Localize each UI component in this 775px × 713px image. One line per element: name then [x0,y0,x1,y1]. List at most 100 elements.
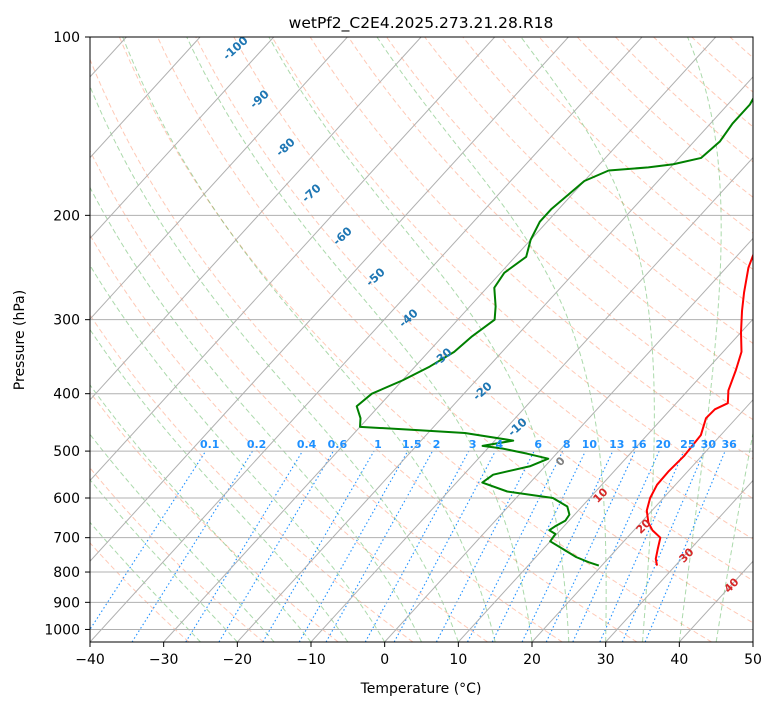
mixing-ratio-line [298,450,409,642]
mixing-ratio-label: 30 [701,438,717,451]
mixing-ratio-line [644,450,726,642]
x-tick-label: −10 [296,652,326,668]
isotherm-line [90,37,496,482]
y-tick-label: 900 [53,595,80,611]
mixing-ratio-label: 10 [582,438,598,451]
moist-adiabat [186,37,533,642]
moist-adiabat [90,186,422,642]
y-tick-label: 400 [53,387,80,403]
y-axis-label: Pressure (hPa) [12,290,28,390]
dry-adiabat [90,149,563,642]
moist-adiabat [90,478,238,642]
isotherm-line [90,37,348,320]
dry-adiabat [386,37,753,382]
mixing-ratio-label: 16 [631,438,647,451]
mixing-ratio-line [491,450,586,642]
x-tick-label: −30 [149,652,179,668]
mixing-ratio-line [393,450,496,642]
x-tick-label: 0 [380,652,389,668]
y-tick-label: 200 [53,208,80,224]
mixing-ratio-label: 13 [609,438,624,451]
axes-group: −40 −30 −20 −10 0 10 20 30 40 5010020030040050060… [44,30,762,668]
x-tick-label: −20 [223,652,253,668]
dry-adiabat [118,37,712,642]
moist-adiabat [678,37,722,642]
mixing-ratio-line [325,450,434,642]
isotherm-line [384,237,753,642]
mixing-ratio-line [521,450,614,642]
y-tick-label: 100 [53,30,80,46]
mixing-ratio-label: 3 [469,438,477,451]
mixing-ratio-line [364,450,470,642]
moist-adiabat [90,328,349,642]
moist-adiabat [520,37,655,642]
dry-adiabat [309,37,753,460]
mixing-ratio-label: 20 [655,438,671,451]
moist-adiabat [268,37,570,642]
moist-adiabat [715,430,753,642]
dry-adiabat [157,37,753,624]
moist-adiabat [90,521,201,642]
isotherm-line [90,37,569,563]
mixing-ratio-label: 4 [496,438,504,451]
mixing-ratio-line [218,450,334,642]
isotherm-line [752,641,753,642]
mixing-ratio-label: 0.6 [328,438,348,451]
plot-background [90,37,753,642]
mixing-ratio-label: 2 [433,438,441,451]
dry-adiabat [768,37,775,642]
y-tick-label: 800 [53,565,80,581]
y-tick-label: 700 [53,531,80,547]
moist-adiabat [90,85,459,642]
moist-adiabat [90,433,275,642]
isotherm-line [90,37,643,642]
x-tick-label: 50 [744,652,762,668]
mixing-ratio-label: 25 [680,438,695,451]
isotherm-line [90,37,275,240]
x-tick-label: 40 [670,652,688,668]
x-tick-label: 20 [523,652,541,668]
isotherm-line [310,156,753,642]
mixing-ratio-line [599,450,685,642]
background-lines [90,37,775,642]
mixing-ratio-label: 0.4 [297,438,317,451]
mixing-ratio-line [572,450,660,642]
temperature-line [645,252,753,566]
inner-labels: -100-90-80-70-60-50-40-30-20-100.1 0.2 0.4… [200,33,742,595]
moist-adiabat [122,37,496,642]
dewpoint-line [355,96,753,567]
plot-frame [89,36,754,643]
mixing-ratio-label: 1 [374,438,382,451]
series-group [355,96,753,567]
moist-adiabat [90,264,386,642]
x-tick-label: 10 [449,652,467,668]
dry-adiabat [424,37,753,344]
x-axis-label: Temperature (°C) [360,681,482,697]
chart-title: wetPf2_C2E4.2025.273.21.28.R18 [289,14,554,33]
mixing-ratio-line [262,450,375,642]
isotherm-line [90,37,422,401]
isotherm-line [531,399,753,642]
mixing-ratio-line [545,450,636,642]
moist-adiabat [376,37,607,642]
isotherm-line [163,37,717,642]
mixing-ratio-line [621,450,705,642]
mixing-ratio-label: 1.5 [402,438,422,451]
mixing-ratio-line [185,450,304,642]
dry-adiabat [195,37,753,582]
dry-adiabat [90,58,638,642]
mixing-ratio-label: 0.2 [247,438,267,451]
y-tick-label: 1000 [44,622,80,638]
x-tick-label: 30 [597,652,615,668]
isotherm-line [236,76,753,642]
mixing-ratio-label: 6 [534,438,542,451]
x-tick-label: −40 [75,652,105,668]
y-tick-label: 500 [53,444,80,460]
y-tick-label: 600 [53,491,80,507]
isotherm-line [90,37,201,159]
mixing-ratio-label: 36 [721,438,737,451]
y-tick-label: 300 [53,313,80,329]
dry-adiabat [271,37,753,500]
